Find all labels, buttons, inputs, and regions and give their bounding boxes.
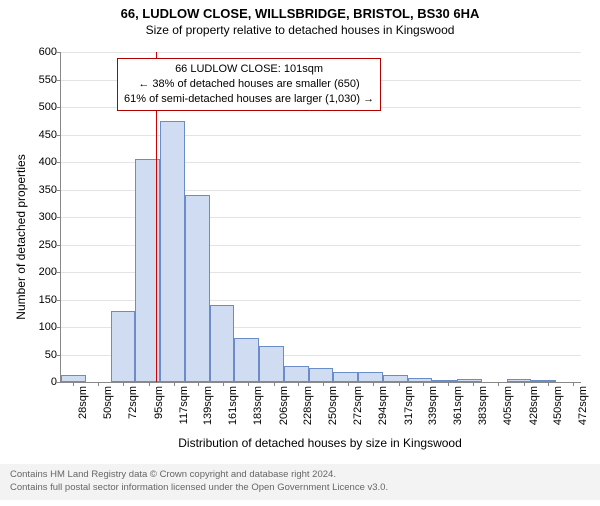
x-tick-mark — [298, 382, 299, 386]
attribution-footer: Contains HM Land Registry data © Crown c… — [0, 464, 600, 500]
y-tick-mark — [57, 327, 61, 328]
histogram-bar — [408, 378, 433, 382]
x-tick-mark — [348, 382, 349, 386]
chart-container: 05010015020025030035040045050055060028sq… — [60, 52, 580, 422]
histogram-bar — [383, 375, 408, 382]
y-tick-label: 50 — [23, 349, 57, 361]
x-tick-mark — [248, 382, 249, 386]
y-tick-label: 0 — [23, 376, 57, 388]
x-tick-mark — [73, 382, 74, 386]
page-subtitle: Size of property relative to detached ho… — [0, 23, 600, 37]
histogram-bar — [185, 195, 210, 382]
x-tick-mark — [448, 382, 449, 386]
x-tick-label: 383sqm — [477, 386, 489, 432]
y-tick-label: 200 — [23, 266, 57, 278]
y-tick-label: 100 — [23, 321, 57, 333]
x-tick-mark — [274, 382, 275, 386]
x-tick-mark — [223, 382, 224, 386]
histogram-bar — [507, 379, 532, 382]
x-tick-mark — [524, 382, 525, 386]
y-tick-mark — [57, 190, 61, 191]
y-tick-label: 550 — [23, 74, 57, 86]
x-tick-label: 450sqm — [552, 386, 564, 432]
info-box-line: 61% of semi-detached houses are larger (… — [124, 92, 374, 107]
y-tick-mark — [57, 52, 61, 53]
x-tick-mark — [98, 382, 99, 386]
y-tick-mark — [57, 107, 61, 108]
x-tick-mark — [498, 382, 499, 386]
x-tick-label: 405sqm — [502, 386, 514, 432]
x-tick-label: 50sqm — [102, 386, 114, 432]
y-tick-label: 350 — [23, 184, 57, 196]
plot-area: 05010015020025030035040045050055060028sq… — [60, 52, 581, 383]
histogram-bar — [111, 311, 136, 383]
gridline — [61, 135, 581, 136]
y-tick-label: 250 — [23, 239, 57, 251]
y-tick-mark — [57, 245, 61, 246]
x-tick-label: 250sqm — [327, 386, 339, 432]
y-tick-label: 400 — [23, 156, 57, 168]
y-tick-mark — [57, 300, 61, 301]
x-tick-mark — [473, 382, 474, 386]
x-tick-mark — [149, 382, 150, 386]
histogram-bar — [210, 305, 235, 382]
y-tick-label: 150 — [23, 294, 57, 306]
page-title: 66, LUDLOW CLOSE, WILLSBRIDGE, BRISTOL, … — [0, 6, 600, 21]
x-tick-mark — [373, 382, 374, 386]
x-tick-label: 228sqm — [302, 386, 314, 432]
x-axis-label: Distribution of detached houses by size … — [60, 436, 580, 450]
info-box: 66 LUDLOW CLOSE: 101sqm← 38% of detached… — [117, 58, 381, 111]
y-tick-label: 450 — [23, 129, 57, 141]
x-tick-label: 294sqm — [377, 386, 389, 432]
histogram-bar — [61, 375, 86, 382]
histogram-bar — [457, 379, 482, 382]
histogram-bar — [358, 372, 383, 382]
histogram-bar — [333, 372, 358, 382]
attribution-line-2: Contains full postal sector information … — [10, 482, 590, 495]
x-tick-label: 339sqm — [427, 386, 439, 432]
histogram-bar — [284, 366, 309, 383]
y-tick-mark — [57, 135, 61, 136]
y-tick-mark — [57, 382, 61, 383]
x-tick-mark — [323, 382, 324, 386]
x-tick-label: 117sqm — [178, 386, 190, 432]
y-tick-mark — [57, 355, 61, 356]
x-tick-mark — [174, 382, 175, 386]
histogram-bar — [234, 338, 259, 382]
attribution-line-1: Contains HM Land Registry data © Crown c… — [10, 469, 590, 482]
x-tick-mark — [573, 382, 574, 386]
histogram-bar — [259, 346, 284, 382]
x-tick-label: 361sqm — [452, 386, 464, 432]
x-tick-label: 72sqm — [127, 386, 139, 432]
x-tick-label: 428sqm — [528, 386, 540, 432]
info-box-line: ← 38% of detached houses are smaller (65… — [124, 77, 374, 92]
histogram-bar — [309, 368, 334, 382]
x-tick-mark — [123, 382, 124, 386]
y-tick-mark — [57, 272, 61, 273]
x-tick-label: 472sqm — [577, 386, 589, 432]
histogram-bar — [160, 121, 185, 382]
x-tick-mark — [399, 382, 400, 386]
x-tick-label: 183sqm — [252, 386, 264, 432]
x-tick-mark — [548, 382, 549, 386]
x-tick-label: 317sqm — [403, 386, 415, 432]
y-tick-mark — [57, 217, 61, 218]
x-tick-label: 206sqm — [278, 386, 290, 432]
gridline — [61, 52, 581, 53]
x-tick-mark — [198, 382, 199, 386]
x-tick-mark — [423, 382, 424, 386]
histogram-bar — [432, 380, 457, 382]
histogram-bar — [531, 380, 556, 382]
x-tick-label: 272sqm — [352, 386, 364, 432]
y-tick-label: 500 — [23, 101, 57, 113]
x-tick-label: 139sqm — [202, 386, 214, 432]
x-tick-label: 161sqm — [227, 386, 239, 432]
x-tick-label: 95sqm — [153, 386, 165, 432]
y-tick-mark — [57, 162, 61, 163]
x-tick-label: 28sqm — [77, 386, 89, 432]
y-tick-label: 600 — [23, 46, 57, 58]
y-tick-mark — [57, 80, 61, 81]
y-tick-label: 300 — [23, 211, 57, 223]
info-box-line: 66 LUDLOW CLOSE: 101sqm — [124, 62, 374, 77]
